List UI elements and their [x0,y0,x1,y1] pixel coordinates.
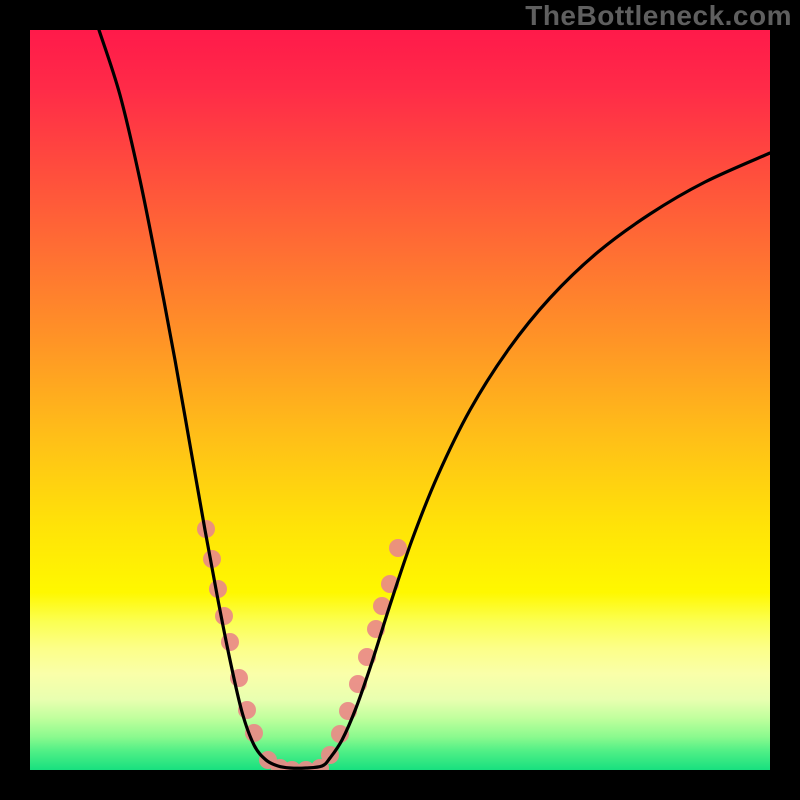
v-curve [99,30,770,768]
curve-overlay [30,30,770,770]
chart-root: TheBottleneck.com [0,0,800,800]
plot-area [30,30,770,770]
watermark-label: TheBottleneck.com [525,0,792,32]
marker-dot [389,539,407,557]
marker-dot [215,607,233,625]
